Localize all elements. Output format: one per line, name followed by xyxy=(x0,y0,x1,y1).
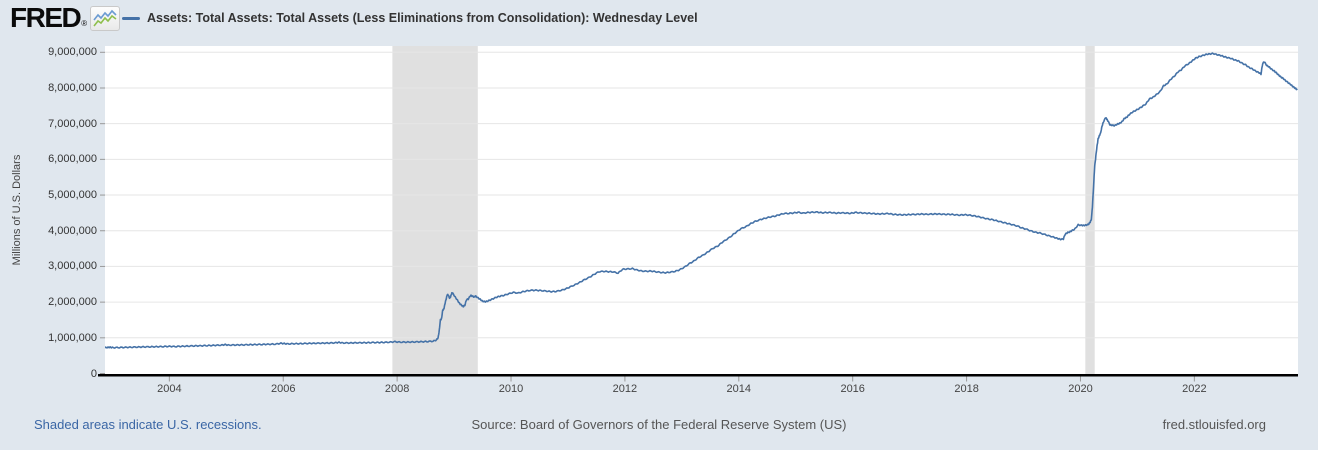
x-tick-label: 2008 xyxy=(384,383,410,395)
recession-note-link[interactable]: Shaded areas indicate U.S. recessions. xyxy=(34,417,262,432)
plot-background xyxy=(105,46,1298,375)
x-axis-line xyxy=(98,374,1298,377)
y-tick-label: 0 xyxy=(90,367,97,380)
y-tick-label: 2,000,000 xyxy=(48,296,97,309)
x-tick-label: 2006 xyxy=(270,383,296,395)
fred-site-url: fred.stlouisfed.org xyxy=(1162,417,1266,432)
x-tick-label: 2018 xyxy=(954,383,979,395)
chart-header: FRED ® Assets: Total Assets: Total Asset… xyxy=(0,0,1318,40)
y-tick-label: 6,000,000 xyxy=(48,153,97,166)
fred-logo-text: FRED xyxy=(10,2,82,33)
x-tick-label: 2012 xyxy=(612,383,638,395)
y-axis-title: Millions of U.S. Dollars xyxy=(11,154,23,266)
recession-band xyxy=(1085,46,1095,375)
x-tick-label: 2004 xyxy=(157,383,182,395)
y-tick-label: 1,000,000 xyxy=(48,331,97,344)
fred-logo[interactable]: FRED ® xyxy=(10,2,121,33)
y-tick-label: 4,000,000 xyxy=(48,224,97,237)
source-attribution: Source: Board of Governors of the Federa… xyxy=(471,417,847,432)
series-line xyxy=(105,52,1298,349)
y-tick-label: 3,000,000 xyxy=(48,260,97,273)
x-tick-label: 2014 xyxy=(726,383,752,395)
legend-line-marker xyxy=(122,16,140,20)
recession-band xyxy=(392,46,478,375)
legend-series-label: Assets: Total Assets: Total Assets (Less… xyxy=(147,11,698,25)
chart-legend: Assets: Total Assets: Total Assets (Less… xyxy=(122,11,698,25)
registered-trademark-icon: ® xyxy=(81,19,88,28)
y-tick-label: 7,000,000 xyxy=(48,117,97,130)
x-tick-label: 2016 xyxy=(840,383,865,395)
x-tick-label: 2020 xyxy=(1068,383,1093,395)
x-tick-label: 2010 xyxy=(498,383,524,395)
y-tick-label: 5,000,000 xyxy=(48,189,97,202)
y-tick-label: 9,000,000 xyxy=(48,46,97,59)
fred-logo-chart-icon xyxy=(90,5,121,31)
y-tick-label: 8,000,000 xyxy=(48,81,97,94)
x-tick-label: 2022 xyxy=(1182,383,1207,395)
